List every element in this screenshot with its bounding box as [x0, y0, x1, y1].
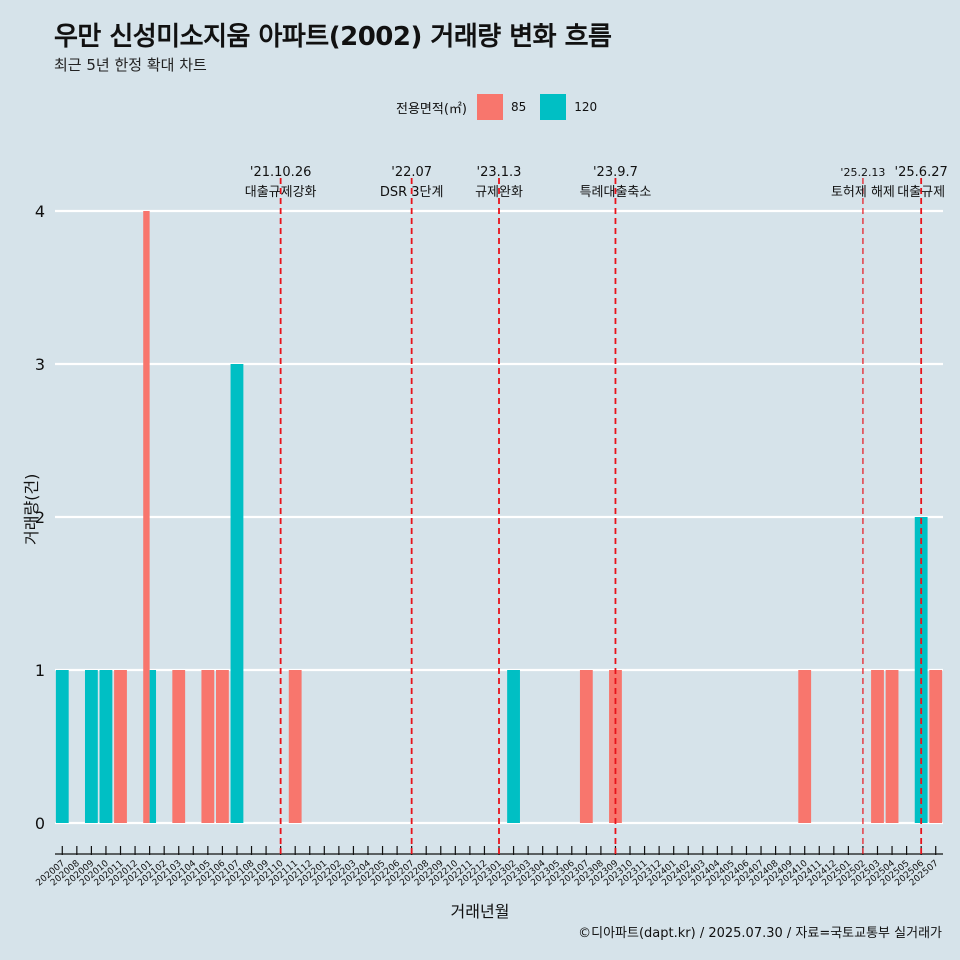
y-axis-label: 거래량(건) [22, 473, 41, 545]
bar-85-202111 [288, 670, 302, 823]
event-label-202110: 대출규제강화 [245, 185, 317, 200]
legend-swatch-120 [540, 94, 567, 120]
event-date-202506: '25.6.27 [895, 165, 948, 180]
bar-85-202105 [201, 670, 215, 823]
legend-item-120: 120 [540, 94, 601, 120]
bar-120-202007 [55, 670, 69, 823]
legend-title: 전용면적(㎡) [396, 101, 467, 117]
event-date-202301: '23.1.3 [477, 165, 522, 180]
event-date-202309: '23.9.7 [593, 165, 638, 180]
event-label-202502: 토허제 해제 [831, 185, 895, 200]
bar-120-202101 [149, 670, 157, 823]
chart-subtitle: 최근 5년 한정 확대 차트 [54, 56, 207, 74]
event-date-202207: '22.07 [391, 165, 432, 180]
bar-85-202503 [871, 670, 884, 823]
bar-85-202101 [143, 211, 150, 823]
bar-120-202010 [99, 670, 113, 823]
legend-item-85: 85 [476, 94, 530, 120]
chart-title: 우만 신성미소지움 아파트(2002) 거래량 변화 흐름 [54, 22, 612, 52]
event-label-202207: DSR 3단계 [380, 185, 444, 200]
bar-85-202307 [579, 670, 593, 823]
bar-85-202011 [114, 670, 127, 823]
y-tick-label: 1 [35, 661, 45, 680]
event-date-202110: '21.10.26 [250, 165, 311, 180]
event-label-202506: 대출규제 [897, 185, 945, 200]
event-label-202301: 규제완화 [475, 185, 523, 200]
event-date-202502: '25.2.13 [840, 166, 885, 179]
bar-120-202009 [84, 670, 98, 823]
legend-swatch-85 [476, 94, 503, 120]
y-tick-label: 2 [35, 508, 45, 527]
bar-85-202504 [885, 670, 899, 823]
bar-120-202302 [507, 670, 520, 823]
bar-85-202309 [609, 670, 622, 823]
x-axis-label: 거래년월 [450, 902, 510, 921]
event-label-202309: 특례대출축소 [580, 185, 652, 200]
legend-label-120: 120 [574, 100, 598, 114]
legend-label-85: 85 [510, 100, 527, 114]
y-tick-label: 0 [35, 814, 45, 833]
y-tick-label: 3 [35, 355, 45, 374]
bar-85-202103 [172, 670, 186, 823]
bar-85-202507 [929, 670, 943, 823]
bar-85-202410 [798, 670, 812, 823]
y-tick-label: 4 [35, 202, 45, 221]
bar-85-202106 [216, 670, 229, 823]
legend: 전용면적(㎡) 85 120 [396, 92, 611, 122]
bar-120-202107 [230, 364, 244, 823]
source-caption: ©디아파트(dapt.kr) / 2025.07.30 / 자료=국토교통부 실… [578, 926, 942, 941]
